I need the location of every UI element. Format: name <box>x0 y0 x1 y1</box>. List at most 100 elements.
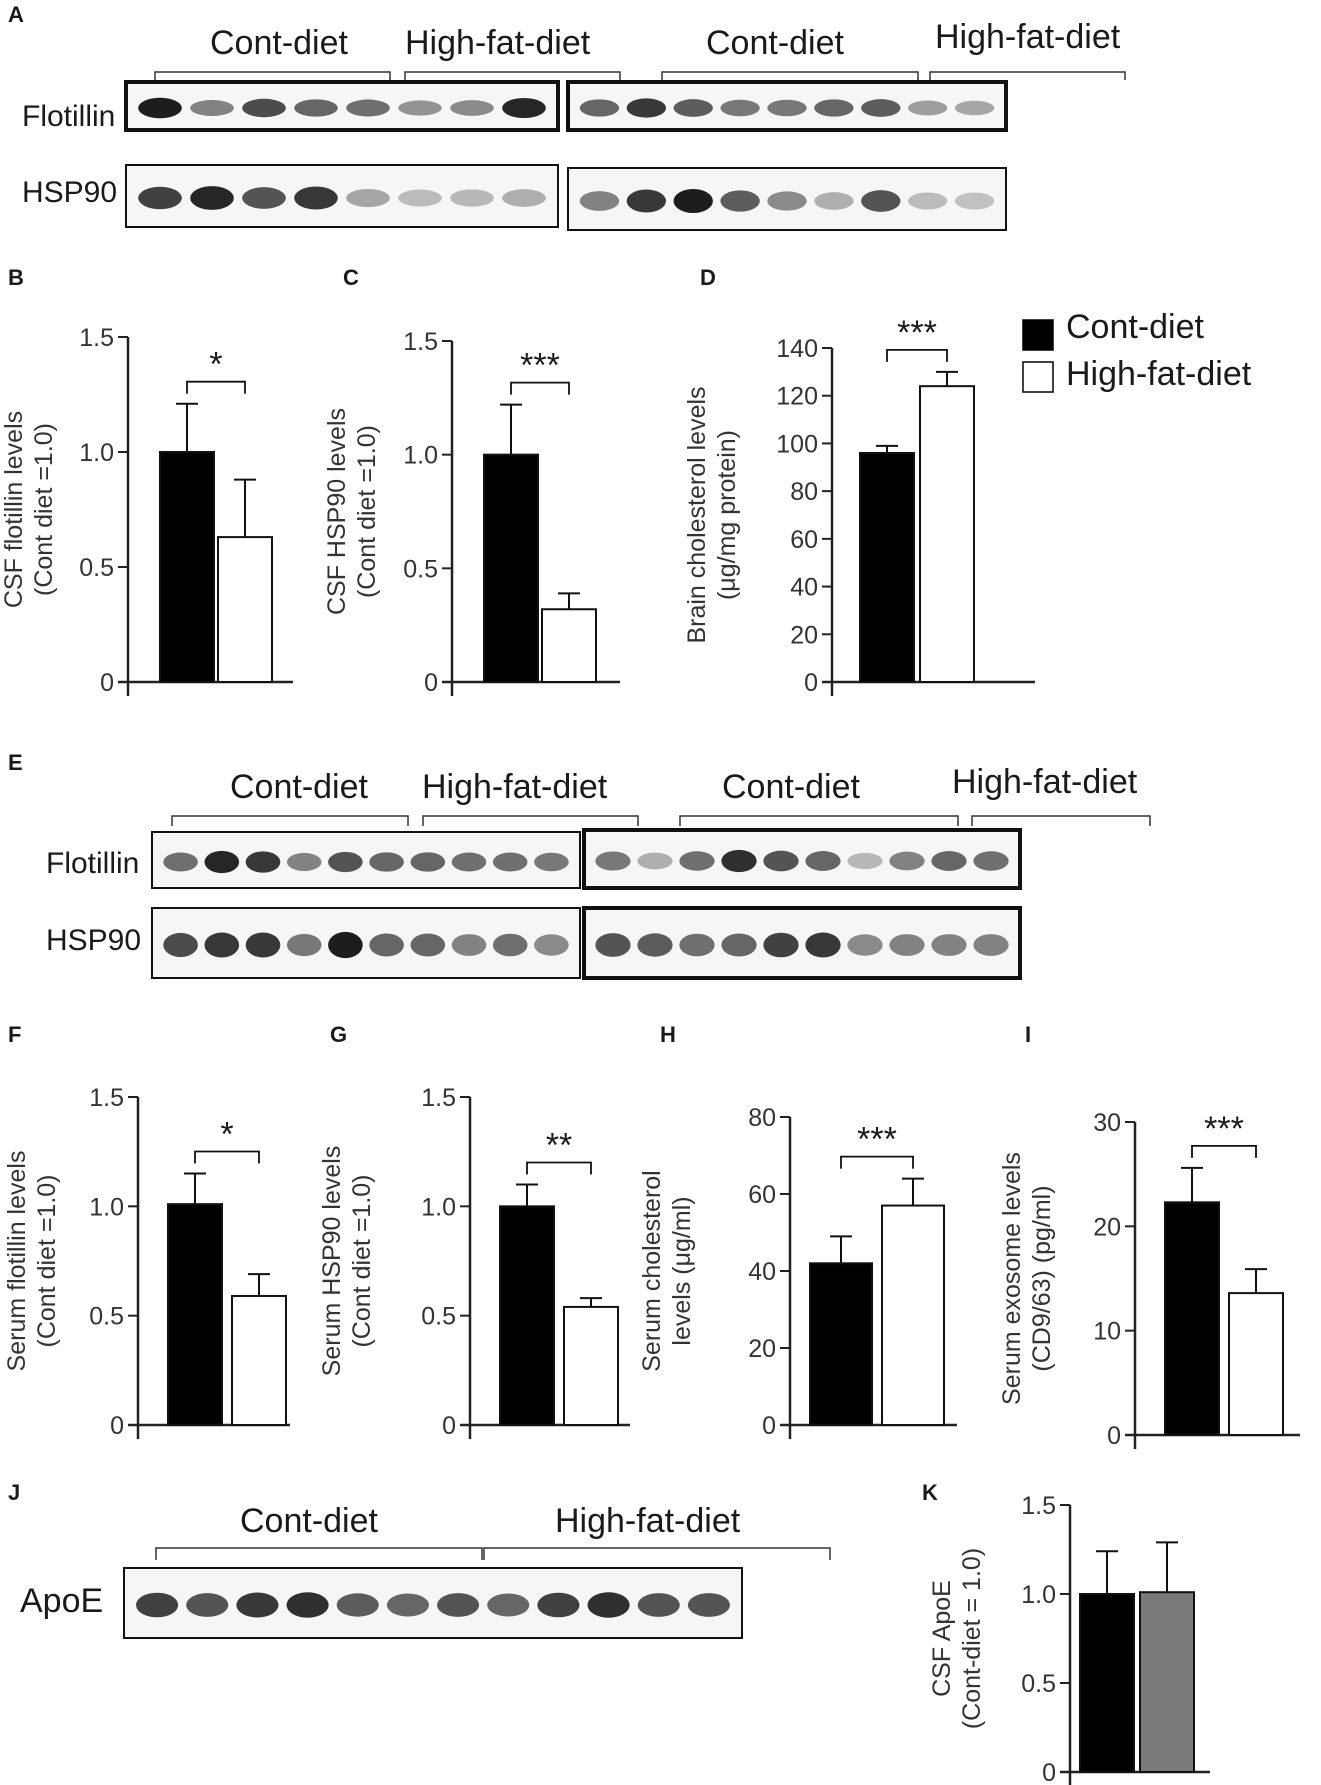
blot-band <box>805 932 841 958</box>
blot-band <box>954 192 995 210</box>
y-tick-label: 0 <box>762 1412 776 1440</box>
blot-band <box>721 849 757 873</box>
blot-a-strip-3 <box>125 164 559 228</box>
y-tick-label: 0 <box>100 669 114 697</box>
blot-a-group-label-4: High-fat-diet <box>935 18 1121 56</box>
significance-label: *** <box>857 1121 897 1159</box>
blot-a-row-label-flotillin: Flotillin <box>22 100 115 133</box>
legend-label-cont-diet: Cont-diet <box>1066 308 1205 346</box>
y-axis-label: (Cont diet =1.0) <box>353 425 381 598</box>
blot-band <box>451 852 487 872</box>
blot-band <box>328 931 363 959</box>
y-axis-label: (Cont diet =1.0) <box>33 1174 61 1347</box>
blot-band <box>204 850 240 874</box>
panel-letter-c: C <box>343 265 359 290</box>
blot-band <box>502 97 546 119</box>
blot-j-group-label-1: Cont-diet <box>240 1502 379 1540</box>
y-tick-label: 80 <box>790 478 818 506</box>
blot-band <box>767 99 807 117</box>
significance-bracket <box>886 348 948 362</box>
significance-bracket <box>1191 1145 1257 1158</box>
blot-band <box>437 1593 480 1617</box>
blot-band <box>410 852 446 872</box>
y-tick-label: 0 <box>442 1412 456 1440</box>
blot-j-strip-1 <box>123 1567 743 1639</box>
blot-band <box>931 851 967 871</box>
blot-band <box>204 932 240 958</box>
blot-band <box>328 851 363 873</box>
blot-e-strip-2 <box>582 828 1022 890</box>
y-tick-label: 1.0 <box>421 1193 456 1221</box>
y-axis-label: CSF ApoE <box>928 1580 956 1697</box>
panel-letter-h: H <box>660 1022 676 1047</box>
blot-band <box>907 100 948 116</box>
significance-bracket <box>186 380 246 394</box>
blot-band <box>487 1593 530 1617</box>
blot-band <box>637 1593 680 1617</box>
blot-band <box>537 1592 580 1618</box>
blot-band <box>190 99 234 117</box>
panel-letter-a: A <box>8 2 24 27</box>
blot-a-group-label-1: Cont-diet <box>210 24 349 62</box>
blot-band <box>534 852 569 872</box>
significance-label: ** <box>546 1126 572 1164</box>
blot-band <box>673 188 713 214</box>
blot-band <box>450 189 494 207</box>
blot-band <box>163 852 198 872</box>
blot-band <box>973 851 1009 871</box>
legend-swatch-cont-diet <box>1022 319 1054 351</box>
y-tick-label: 80 <box>748 1104 776 1132</box>
chart-panel-k: K 0 0.5 1.0 1.5 CSF ApoE (Cont-diet = 1.0) <box>922 1480 1210 1785</box>
blot-band <box>236 1592 279 1618</box>
chart-panel-c: C 0 0.5 1.0 1.5 CSF HSP90 levels (Cont diet =1… <box>323 265 620 697</box>
blot-band <box>245 851 281 873</box>
blot-band <box>679 851 715 871</box>
blot-a-bracket-1 <box>154 71 391 80</box>
significance-bracket <box>526 1161 592 1175</box>
significance-label: *** <box>1204 1110 1244 1148</box>
blot-a-strips <box>124 80 1008 231</box>
blot-band <box>931 934 967 956</box>
blot-band <box>346 99 390 117</box>
bar-high-fat-diet <box>231 1294 287 1427</box>
y-axis-label: (Cont-diet = 1.0) <box>958 1548 986 1729</box>
blot-band <box>720 190 760 212</box>
blot-band <box>889 851 925 871</box>
blot-band <box>907 192 948 210</box>
significance-label: * <box>209 346 222 384</box>
blot-e-row-label-hsp90: HSP90 <box>46 924 141 957</box>
panel-letter-i: I <box>1025 1022 1031 1047</box>
blot-band <box>186 1593 229 1617</box>
blot-band <box>294 186 338 210</box>
y-tick-label: 1.0 <box>89 1193 124 1221</box>
bar-high-fat-diet <box>217 536 273 683</box>
blot-band <box>398 100 442 116</box>
blot-e-bracket-3 <box>679 815 959 826</box>
blot-band <box>136 1592 179 1618</box>
chart-panel-g: G 0 0.5 1.0 1.5 Serum HSP90 levels (Cont diet … <box>318 1022 630 1440</box>
blot-band <box>805 851 841 871</box>
y-axis-label: Serum HSP90 levels <box>318 1146 346 1377</box>
blot-e-bracket-4 <box>971 815 1151 826</box>
blot-band <box>579 99 620 117</box>
y-tick-label: 60 <box>790 526 818 554</box>
blot-a-strip-2 <box>566 80 1008 132</box>
blot-band <box>861 99 901 117</box>
y-tick-label: 1.5 <box>421 1084 456 1112</box>
blot-e-strips <box>151 828 1022 980</box>
blot-e-group-label-1: Cont-diet <box>230 768 369 806</box>
panel-letter-g: G <box>330 1022 347 1047</box>
blot-band <box>386 1593 429 1617</box>
blot-band <box>637 933 673 957</box>
y-axis-label: levels (μg/ml) <box>668 1196 696 1345</box>
bar-cont-diet <box>499 1205 555 1427</box>
significance-label: * <box>220 1116 233 1154</box>
legend: Cont-diet High-fat-diet <box>1022 308 1252 393</box>
blot-band <box>242 98 286 118</box>
significance-bracket <box>194 1150 260 1164</box>
y-tick-label: 60 <box>748 1181 776 1209</box>
blot-band <box>814 192 854 210</box>
bar-cont-diet <box>159 451 215 683</box>
blot-band <box>138 97 182 119</box>
